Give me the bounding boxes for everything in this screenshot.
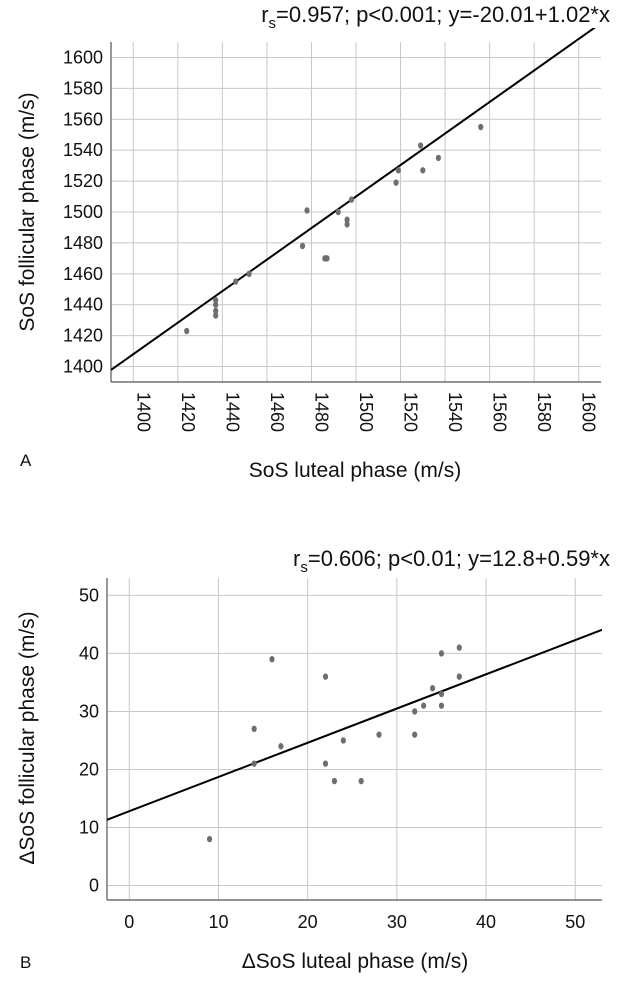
data-point: [324, 255, 330, 262]
data-point: [456, 644, 462, 651]
y-tick-label: 20: [79, 759, 99, 779]
chart-panel-b: 0 10 20 30 40 50 0 10 20 30 40 50 rs=0.606; p<0.01; …: [16, 546, 610, 973]
data-point: [299, 242, 306, 250]
x-tick-label: 10: [208, 912, 228, 932]
regression-line: [111, 28, 596, 371]
data-point: [322, 673, 329, 680]
data-point: [438, 702, 445, 709]
title-r: r: [293, 546, 300, 571]
data-point: [456, 673, 462, 680]
y-tick-label: 40: [79, 643, 99, 663]
title-subscript: s: [300, 559, 308, 576]
x-tick-label: 20: [298, 912, 318, 932]
x-tick-label: 40: [476, 912, 496, 932]
y-axis-label: ΔSoS follicular phase (m/s): [16, 611, 39, 864]
x-tick-label: 1440: [222, 392, 242, 432]
data-point: [412, 731, 418, 738]
x-tick-label: 1400: [133, 392, 153, 432]
y-tick-label: 1400: [63, 357, 103, 377]
data-point: [395, 167, 401, 174]
data-point: [251, 760, 257, 767]
x-tick-label: 1420: [178, 392, 198, 432]
data-point: [417, 142, 424, 149]
data-point: [278, 743, 284, 750]
y-tick-label: 10: [79, 817, 99, 837]
data-point: [206, 835, 213, 843]
title-subscript: s: [269, 15, 277, 32]
data-point: [478, 123, 484, 131]
title-stats: =0.606; p<0.01; y=12.8+0.59*x: [308, 546, 610, 571]
y-tick-label: 1440: [63, 295, 103, 315]
data-point: [213, 296, 219, 304]
chart-panel-a: 1400 1420 1440 1460 1480 1500 1520 1540 1560 1580…: [16, 2, 610, 482]
y-tick-label: 1480: [63, 233, 103, 253]
data-point: [376, 731, 382, 738]
x-tick-label: 1500: [356, 392, 376, 432]
panel-label: A: [20, 451, 32, 470]
data-point: [184, 327, 190, 335]
x-tick-label: 1580: [534, 392, 554, 432]
x-tick-label: 50: [565, 912, 585, 932]
y-tick-label: 1540: [63, 140, 103, 160]
x-tick-label: 0: [124, 912, 134, 932]
data-point: [438, 650, 445, 657]
data-point: [304, 207, 310, 214]
x-tick-label: 1460: [267, 392, 287, 432]
y-tick-label: 1460: [63, 264, 103, 284]
data-point: [420, 167, 426, 174]
x-tick-label: 1480: [311, 392, 331, 432]
data-point: [213, 301, 219, 308]
data-point: [322, 760, 329, 767]
x-tick-label: 1520: [401, 392, 421, 432]
data-point: [348, 196, 355, 203]
x-tick-label: 1600: [579, 392, 599, 432]
x-tick-label: 1560: [490, 392, 510, 432]
chart-title: rs=0.606; p<0.01; y=12.8+0.59*x: [293, 546, 610, 576]
data-point: [331, 777, 338, 785]
y-tick-label: 30: [79, 701, 99, 721]
y-tick-label: 1420: [63, 326, 103, 346]
title-stats: =0.957; p<0.001; y=-20.01+1.02*x: [276, 2, 610, 27]
y-tick-label: 1580: [63, 78, 103, 98]
y-tick-label: 1560: [63, 109, 103, 129]
data-point: [412, 708, 418, 715]
y-axis-label: SoS follicular phase (m/s): [16, 92, 39, 331]
data-point: [233, 278, 239, 285]
y-tick-label: 1520: [63, 171, 103, 191]
data-point: [435, 154, 442, 162]
x-tick-label: 30: [387, 912, 407, 932]
data-point: [344, 221, 350, 228]
data-point: [429, 685, 436, 692]
regression-line: [107, 628, 602, 821]
panel-label: B: [20, 953, 31, 972]
data-point: [213, 312, 219, 319]
y-tick-label: 50: [79, 585, 99, 605]
y-tick-label: 0: [89, 875, 99, 895]
data-point: [335, 208, 341, 216]
data-point: [246, 270, 252, 278]
chart-title: rs=0.957; p<0.001; y=-20.01+1.02*x: [261, 2, 610, 32]
data-point: [344, 216, 350, 223]
data-point: [213, 307, 219, 315]
x-axis-label: ΔSoS luteal phase (m/s): [242, 950, 468, 973]
data-point: [438, 690, 445, 698]
data-point: [358, 777, 364, 785]
data-point: [340, 737, 346, 744]
data-point: [269, 656, 275, 663]
y-tick-label: 1500: [63, 202, 103, 222]
data-point: [251, 725, 257, 733]
x-tick-label: 1540: [445, 392, 465, 432]
data-point: [421, 702, 427, 709]
y-tick-label: 1600: [63, 47, 103, 67]
title-r: r: [261, 2, 268, 27]
data-point: [393, 179, 399, 186]
x-axis-label: SoS luteal phase (m/s): [249, 459, 461, 482]
